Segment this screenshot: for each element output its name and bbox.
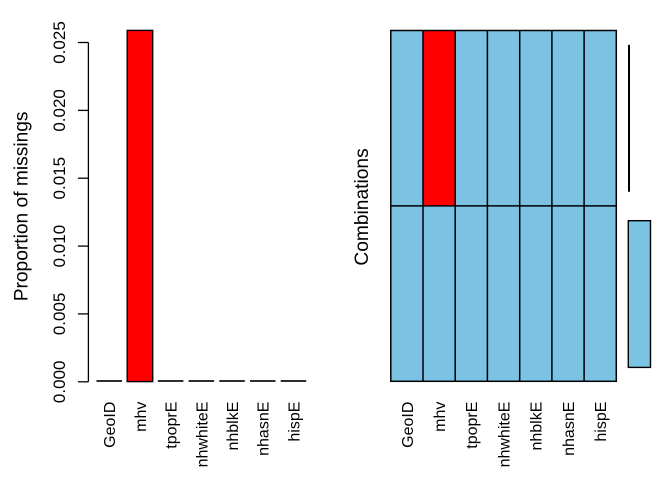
- svg-text:hispE: hispE: [593, 402, 610, 442]
- svg-text:mhv: mhv: [133, 402, 150, 432]
- svg-text:hispE: hispE: [286, 402, 303, 442]
- svg-text:nhasnE: nhasnE: [561, 402, 578, 456]
- svg-text:0.005: 0.005: [50, 293, 69, 336]
- svg-text:nhblkE: nhblkE: [529, 402, 546, 451]
- svg-text:tpoprE: tpoprE: [164, 402, 181, 449]
- svg-text:nhasnE: nhasnE: [256, 402, 273, 456]
- svg-text:Combinations: Combinations: [352, 148, 373, 265]
- svg-text:nhwhiteE: nhwhiteE: [194, 402, 211, 468]
- svg-text:0.010: 0.010: [50, 225, 69, 268]
- svg-text:0.000: 0.000: [50, 361, 69, 404]
- svg-text:nhwhiteE: nhwhiteE: [497, 402, 514, 468]
- svg-text:tpoprE: tpoprE: [464, 402, 481, 449]
- svg-text:GeoID: GeoID: [400, 402, 417, 448]
- svg-text:0.015: 0.015: [50, 157, 69, 200]
- svg-text:nhblkE: nhblkE: [225, 402, 242, 451]
- svg-text:0.025: 0.025: [50, 21, 69, 64]
- svg-text:0.020: 0.020: [50, 89, 69, 132]
- svg-text:Proportion of missings: Proportion of missings: [11, 111, 32, 301]
- svg-text:mhv: mhv: [432, 402, 449, 432]
- svg-text:GeoID: GeoID: [102, 402, 119, 448]
